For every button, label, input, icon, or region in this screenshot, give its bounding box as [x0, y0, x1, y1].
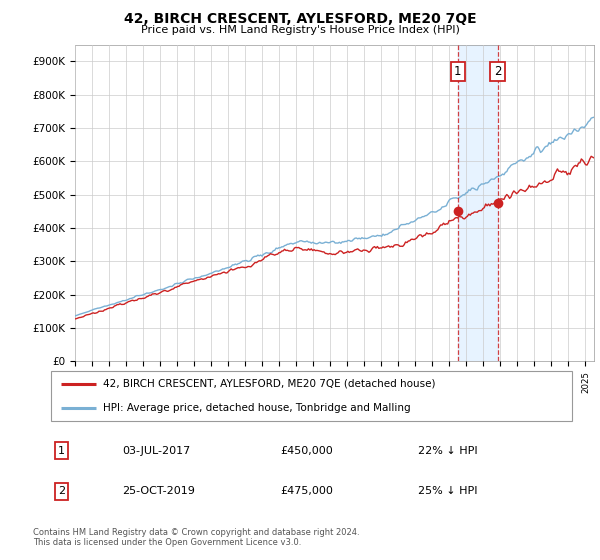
Text: 2: 2 [58, 487, 65, 496]
Text: 03-JUL-2017: 03-JUL-2017 [122, 446, 190, 455]
Text: Contains HM Land Registry data © Crown copyright and database right 2024.
This d: Contains HM Land Registry data © Crown c… [33, 528, 359, 547]
Text: Price paid vs. HM Land Registry's House Price Index (HPI): Price paid vs. HM Land Registry's House … [140, 25, 460, 35]
Text: 25-OCT-2019: 25-OCT-2019 [122, 487, 195, 496]
Text: 1: 1 [58, 446, 65, 455]
Text: 2: 2 [494, 65, 501, 78]
Text: 42, BIRCH CRESCENT, AYLESFORD, ME20 7QE: 42, BIRCH CRESCENT, AYLESFORD, ME20 7QE [124, 12, 476, 26]
Text: 22% ↓ HPI: 22% ↓ HPI [418, 446, 477, 455]
FancyBboxPatch shape [50, 371, 572, 421]
Text: 25% ↓ HPI: 25% ↓ HPI [418, 487, 477, 496]
Text: 1: 1 [454, 65, 461, 78]
Text: HPI: Average price, detached house, Tonbridge and Malling: HPI: Average price, detached house, Tonb… [103, 403, 411, 413]
Text: 42, BIRCH CRESCENT, AYLESFORD, ME20 7QE (detached house): 42, BIRCH CRESCENT, AYLESFORD, ME20 7QE … [103, 379, 436, 389]
Text: £475,000: £475,000 [280, 487, 333, 496]
Text: £450,000: £450,000 [280, 446, 333, 455]
Bar [458, 45, 497, 361]
